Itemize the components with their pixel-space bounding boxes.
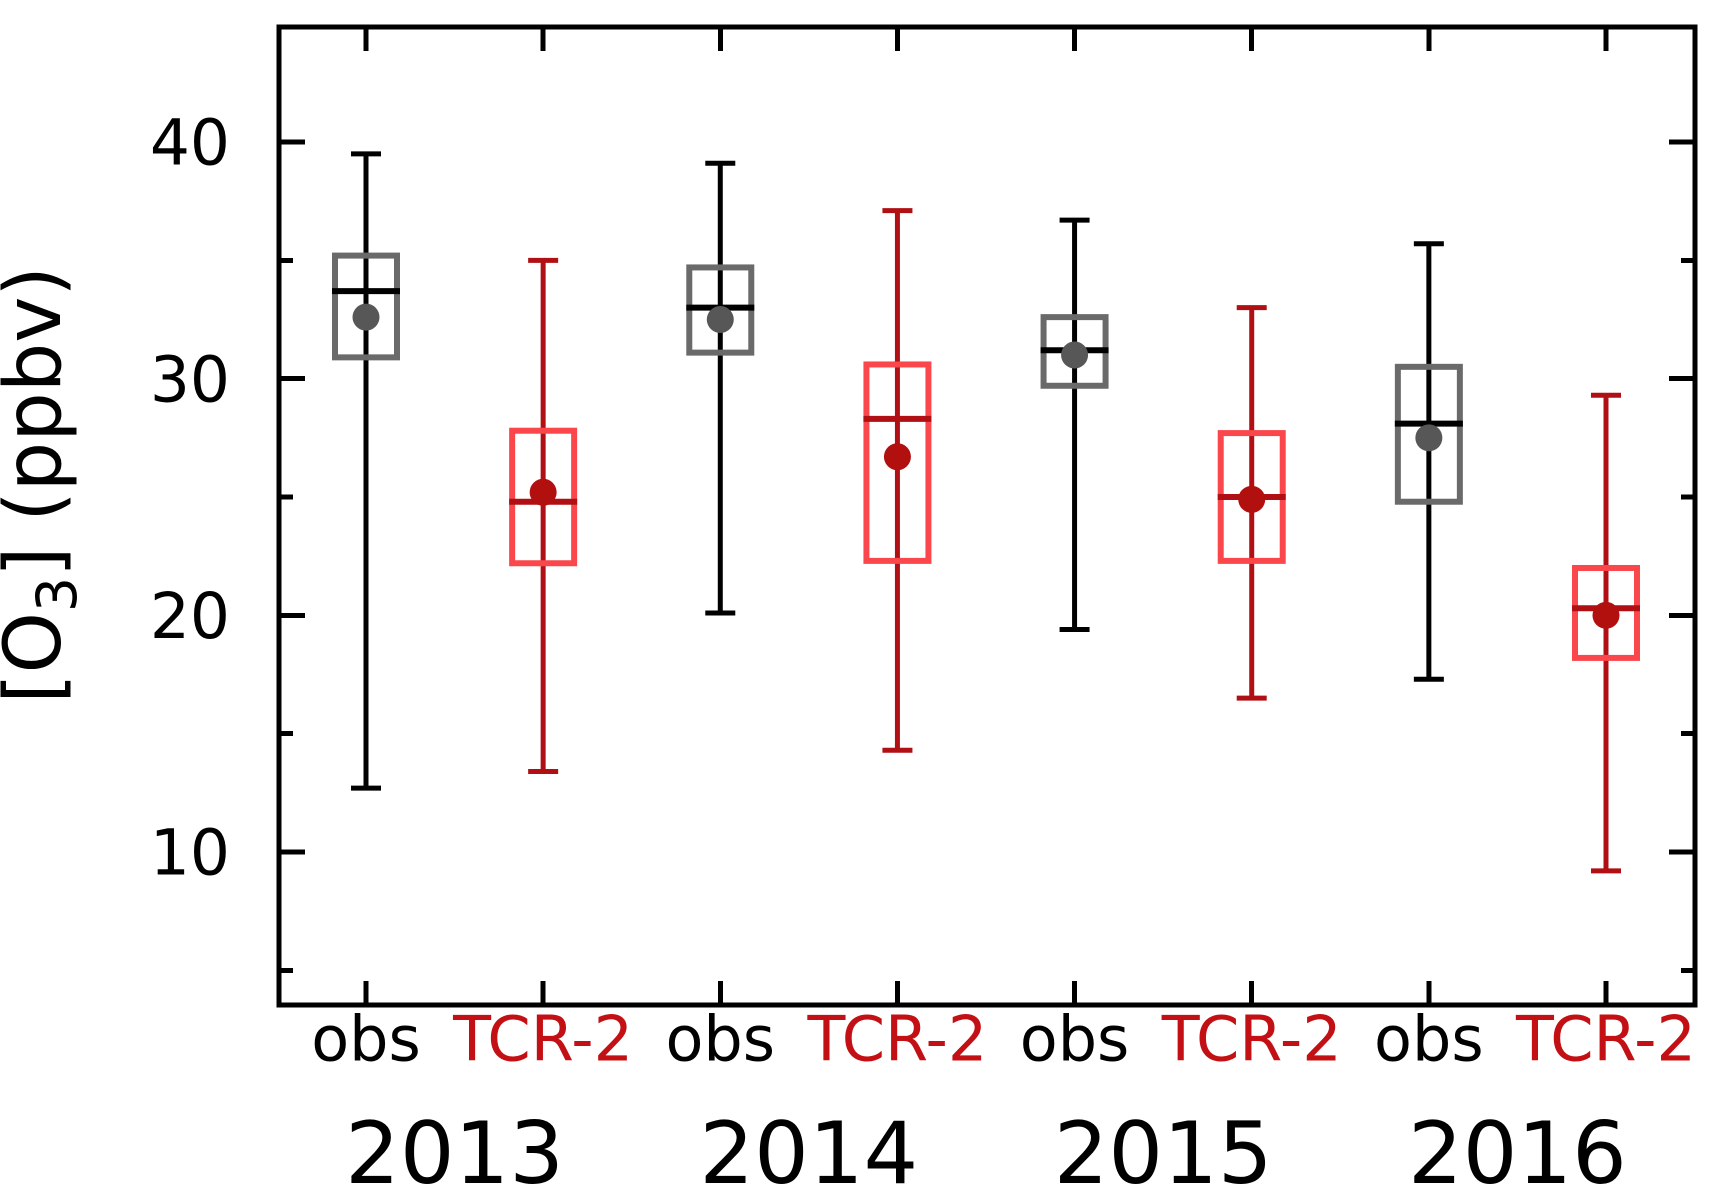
x-year-label-2013: 2013	[345, 1104, 564, 1197]
category-ticks	[363, 27, 1609, 1005]
boxplot-obs-2014	[686, 160, 755, 616]
mean-dot	[529, 478, 557, 506]
x-category-label-obs-2014: obs	[665, 1002, 775, 1075]
category-labels: obs TCR-2 obs TCR-2 obs TCR-2 obs TCR-2	[311, 1002, 1696, 1075]
year-labels: 2013 2014 2015 2016	[345, 1104, 1627, 1197]
x-category-label-obs-2016: obs	[1374, 1002, 1484, 1075]
boxplot-obs-2013	[332, 151, 400, 791]
mean-dot	[1238, 485, 1266, 513]
y-tick-label-10: 10	[150, 817, 230, 890]
boxplot-model-2015	[1217, 305, 1286, 701]
x-category-label-model-2016: TCR-2	[1515, 1002, 1696, 1075]
iqr-box	[1572, 564, 1641, 661]
plot-frame	[276, 24, 1698, 1008]
x-category-label-obs-2015: obs	[1020, 1002, 1130, 1075]
boxplot-obs-2016	[1394, 241, 1463, 682]
x-category-label-obs-2013: obs	[311, 1002, 421, 1075]
iqr-box	[509, 427, 578, 567]
x-category-label-model-2014: TCR-2	[806, 1002, 987, 1075]
mean-dot	[706, 305, 734, 333]
iqr-box	[1394, 363, 1463, 505]
iqr-box	[863, 361, 932, 564]
y-axis-ticks	[279, 139, 1695, 973]
y-axis-title: [O3] (ppbv)	[0, 266, 89, 704]
y-tick-label-20: 20	[150, 580, 230, 653]
boxplot-model-2013	[509, 257, 578, 775]
y-tick-label-30: 30	[150, 343, 230, 416]
boxplot-model-2016	[1572, 392, 1641, 874]
iqr-box	[332, 252, 400, 361]
boxplot-obs-2015	[1040, 217, 1109, 633]
x-category-label-model-2013: TCR-2	[452, 1002, 633, 1075]
y-tick-label-40: 40	[150, 107, 230, 180]
x-year-label-2014: 2014	[699, 1104, 918, 1197]
mean-dot	[1061, 341, 1089, 369]
x-category-label-model-2015: TCR-2	[1161, 1002, 1342, 1075]
mean-dot	[1592, 601, 1620, 629]
mean-dot	[883, 443, 911, 471]
x-year-label-2015: 2015	[1054, 1104, 1273, 1197]
boxplot-model-2014	[863, 208, 932, 753]
x-year-label-2016: 2016	[1408, 1104, 1627, 1197]
y-tick-labels: 40 30 20 10	[150, 107, 230, 890]
mean-dot	[352, 303, 380, 331]
mean-dot	[1415, 424, 1443, 452]
